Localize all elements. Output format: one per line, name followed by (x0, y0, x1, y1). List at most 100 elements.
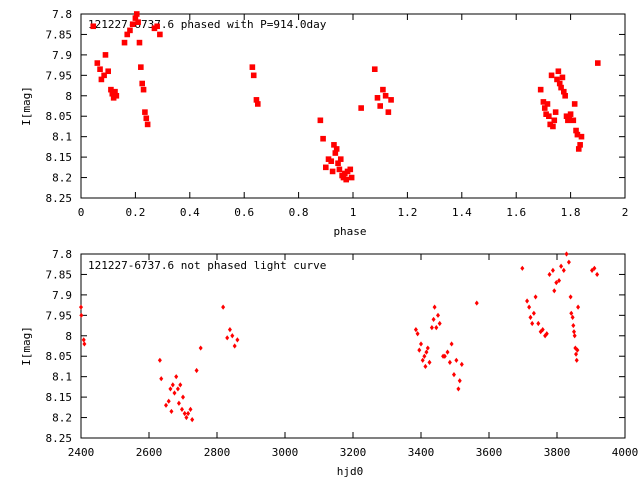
data-point (525, 298, 530, 304)
data-point (101, 72, 107, 79)
data-point (132, 15, 139, 21)
data-point (429, 325, 434, 331)
data-point (154, 23, 160, 30)
data-point (253, 97, 260, 103)
data-point (112, 88, 118, 95)
data-point (570, 117, 577, 124)
data-point (536, 320, 541, 327)
data-point (561, 88, 567, 95)
x-tick-label: 2600 (136, 446, 163, 459)
data-point (425, 345, 430, 351)
data-point (333, 146, 340, 152)
data-point (413, 327, 418, 333)
data-point (170, 382, 175, 388)
data-point (574, 351, 579, 357)
data-point (250, 72, 257, 79)
y-tick-label: 8.15 (46, 151, 73, 164)
y-tick-label: 8.05 (46, 350, 73, 363)
y-tick-label: 7.95 (46, 309, 73, 322)
data-point (566, 259, 571, 265)
data-point (567, 111, 574, 117)
data-point (474, 300, 479, 306)
data-point (332, 150, 339, 156)
data-point (227, 327, 232, 333)
data-point (575, 146, 582, 152)
data-point (127, 27, 133, 34)
data-point (79, 312, 84, 318)
data-point (551, 117, 558, 124)
x-tick-label: 2 (622, 206, 629, 219)
plot-title: 121227-6737.6 phased with P=914.0day (88, 18, 327, 31)
data-point (574, 131, 581, 138)
data-point (329, 168, 336, 175)
data-point (169, 408, 174, 415)
data-point (164, 402, 168, 408)
y-tick-label: 8.2 (52, 172, 72, 185)
data-point (569, 310, 574, 316)
data-point (175, 386, 180, 392)
x-tick-label: 1.2 (397, 206, 417, 219)
data-point (527, 304, 532, 310)
data-point (335, 160, 341, 167)
data-point (568, 294, 573, 300)
data-point (172, 390, 177, 396)
data-point (555, 68, 562, 75)
data-point (331, 142, 337, 148)
data-point (595, 271, 600, 278)
plot-title: 121227-6737.6 not phased light curve (88, 259, 326, 272)
data-point (564, 251, 569, 257)
data-point (249, 64, 256, 70)
data-point (550, 123, 556, 130)
data-point (548, 72, 555, 79)
y-tick-label: 8 (65, 90, 72, 103)
y-tick-label: 8.2 (52, 412, 72, 425)
data-point (102, 52, 109, 58)
data-point (556, 80, 563, 87)
data-point (540, 327, 545, 333)
data-point (417, 347, 422, 353)
data-point (178, 382, 183, 388)
data-point (592, 265, 597, 271)
data-point (561, 267, 566, 273)
data-point (186, 410, 191, 417)
data-point (454, 357, 459, 363)
y-axis-label: I[mag] (20, 326, 33, 366)
data-point (113, 92, 120, 99)
data-point (571, 322, 576, 329)
data-point (139, 80, 145, 87)
data-point (79, 304, 83, 310)
data-points (90, 11, 601, 183)
data-point (445, 349, 450, 355)
x-tick-label: 3400 (408, 446, 435, 459)
x-axis-label: phase (333, 225, 366, 238)
axis-ticks: 0 0.2 0.4 0.6 0.8 1 1.2 1.4 1.6 1.8 2 7.8 7.85 7.9 7.9… (46, 8, 629, 219)
data-point (572, 329, 576, 335)
data-point (431, 316, 436, 323)
data-point (540, 99, 547, 105)
data-point (317, 117, 324, 124)
data-point (571, 101, 578, 107)
y-tick-label: 7.9 (52, 49, 72, 62)
y-tick-label: 8.05 (46, 110, 73, 123)
data-point (144, 121, 151, 128)
data-point (82, 341, 87, 347)
data-point (576, 304, 581, 310)
data-point (447, 359, 452, 365)
data-point (562, 92, 568, 99)
data-point (456, 386, 461, 392)
data-point (81, 337, 86, 343)
data-point (347, 166, 354, 173)
y-tick-label: 8.1 (52, 371, 72, 384)
data-point (136, 39, 143, 46)
x-tick-label: 2800 (204, 446, 231, 459)
data-point (575, 347, 580, 353)
data-point (590, 267, 595, 273)
data-point (550, 267, 555, 273)
x-tick-label: 2400 (68, 446, 95, 459)
x-tick-label: 3200 (340, 446, 367, 459)
data-point (544, 101, 551, 107)
data-point (570, 314, 575, 320)
data-point (559, 74, 566, 81)
data-point (385, 109, 392, 115)
